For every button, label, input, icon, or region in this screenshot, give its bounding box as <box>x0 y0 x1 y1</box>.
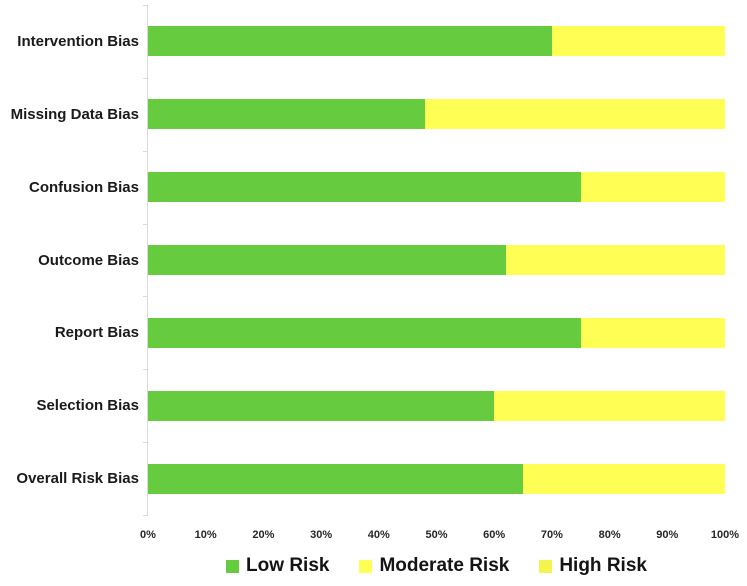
legend-label-low-risk: Low Risk <box>246 555 330 576</box>
category-label-selection-bias: Selection Bias <box>36 397 139 415</box>
bar-segment-moderate-risk <box>551 26 725 57</box>
bar-segment-moderate-risk <box>580 317 725 348</box>
x-tick-label-20-: 20% <box>252 529 275 541</box>
bar-segment-low-risk <box>148 463 524 494</box>
legend: Low Risk Moderate Risk High Risk <box>148 551 725 581</box>
x-tick-label-30-: 30% <box>310 529 333 541</box>
legend-item-high-risk: High Risk <box>539 555 647 577</box>
x-tick-label-40-: 40% <box>367 529 390 541</box>
category-label-report-bias: Report Bias <box>54 324 139 342</box>
bar-row-confusion-bias <box>148 151 725 224</box>
y-axis-tick <box>143 515 148 516</box>
bar-segment-moderate-risk <box>494 390 725 421</box>
stacked-bar-report-bias <box>148 317 725 348</box>
stacked-bar-outcome-bias <box>148 245 725 275</box>
stacked-bar-selection-bias <box>148 390 725 421</box>
y-axis-tick <box>143 369 148 371</box>
stacked-bar-missing-data-bias <box>148 99 725 130</box>
bar-segment-low-risk <box>148 172 581 203</box>
x-tick-label-10-: 10% <box>194 529 217 541</box>
category-label-overall-risk-bias: Overall Risk Bias <box>16 470 139 488</box>
x-axis: 0% 10% 20% 30% 40% 50% 60% 70% 80% 90% 100% <box>140 525 739 545</box>
y-axis-tick <box>143 296 148 298</box>
stacked-bar-intervention-bias <box>148 26 725 57</box>
plot-area <box>143 5 725 516</box>
bar-row-report-bias <box>148 296 725 369</box>
chart-body: Intervention Bias Missing Data Bias Confus… <box>0 5 732 516</box>
bar-row-selection-bias <box>148 369 725 442</box>
x-tick-label-80-: 80% <box>598 529 621 541</box>
legend-label-high-risk: High Risk <box>559 555 647 576</box>
bar-segment-moderate-risk <box>505 245 725 275</box>
x-tick-label-60-: 60% <box>483 529 506 541</box>
y-axis-tick <box>143 5 148 6</box>
bar-segment-moderate-risk <box>424 99 725 130</box>
bar-row-missing-data-bias <box>148 78 725 151</box>
legend-swatch-moderate-risk <box>359 559 373 573</box>
bar-row-intervention-bias <box>148 5 725 78</box>
legend-item-moderate-risk: Moderate Risk <box>359 555 509 577</box>
y-axis-tick <box>143 150 148 152</box>
category-labels-column: Intervention Bias Missing Data Bias Confus… <box>0 5 147 515</box>
x-tick-label-90-: 90% <box>656 529 679 541</box>
y-axis-tick <box>143 77 148 79</box>
y-axis-tick <box>143 223 148 225</box>
bar-segment-low-risk <box>148 99 425 130</box>
category-label-confusion-bias: Confusion Bias <box>28 178 139 196</box>
x-tick-label-50-: 50% <box>425 529 448 541</box>
x-tick-label-0-: 0% <box>140 529 156 541</box>
bar-row-outcome-bias <box>148 224 725 297</box>
y-axis-tick <box>143 442 148 444</box>
bar-segment-low-risk <box>148 245 506 275</box>
bar-segment-moderate-risk <box>523 463 725 494</box>
x-tick-label-70-: 70% <box>540 529 563 541</box>
category-label-intervention-bias: Intervention Bias <box>17 32 139 50</box>
bar-segment-low-risk <box>148 317 581 348</box>
legend-item-low-risk: Low Risk <box>226 555 329 577</box>
stacked-bar-overall-risk-bias <box>148 463 725 494</box>
x-tick-label-100-: 100% <box>710 529 740 541</box>
category-label-outcome-bias: Outcome Bias <box>38 251 139 269</box>
bar-segment-moderate-risk <box>580 172 725 203</box>
legend-swatch-low-risk <box>226 559 240 573</box>
legend-swatch-high-risk <box>539 559 553 573</box>
bar-row-overall-risk-bias <box>148 442 725 515</box>
category-label-missing-data-bias: Missing Data Bias <box>10 105 139 123</box>
bar-segment-low-risk <box>148 26 552 57</box>
stacked-bar-confusion-bias <box>148 172 725 203</box>
bar-segment-low-risk <box>148 390 495 421</box>
legend-label-moderate-risk: Moderate Risk <box>379 555 510 576</box>
